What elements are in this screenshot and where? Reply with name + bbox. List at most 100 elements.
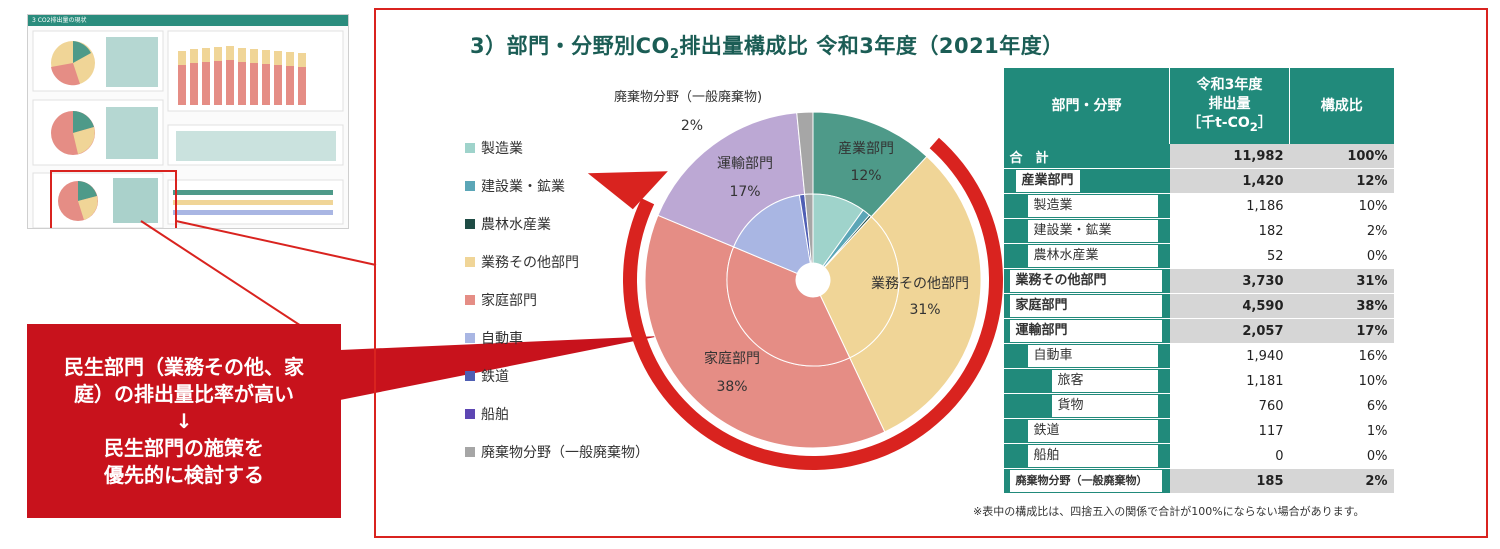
row-label: 貨物 <box>1003 393 1170 419</box>
table-row: 製造業 1,186 10% <box>1003 193 1394 219</box>
slice-pct-industry: 12% <box>850 168 881 184</box>
row-value: 1,181 <box>1169 368 1290 394</box>
header-category-label: 部門・分野 <box>1051 97 1122 114</box>
legend-swatch <box>465 295 475 305</box>
legend-label: 船舶 <box>481 407 509 423</box>
legend-item: 農林水産業 <box>465 214 551 234</box>
legend-item: 鉄道 <box>465 366 509 386</box>
row-label: 廃棄物分野（一般廃棄物） <box>1003 468 1170 494</box>
row-label-text: 旅客 <box>1051 370 1158 392</box>
row-ratio: 6% <box>1289 393 1394 419</box>
chart-title-subscript: 2 <box>669 47 680 63</box>
header-category: 部門・分野 <box>1003 68 1170 144</box>
row-label: 鉄道 <box>1003 418 1170 444</box>
row-label: 製造業 <box>1003 193 1170 219</box>
callout-line-1: 民生部門（業務その他、家 <box>64 354 304 379</box>
legend-item: 廃棄物分野（一般廃棄物） <box>465 442 649 462</box>
callout-arrow-down: ↓ <box>175 408 193 433</box>
table-row: 運輸部門 2,057 17% <box>1003 318 1394 344</box>
row-label-text: 自動車 <box>1027 345 1158 367</box>
legend-item: 船舶 <box>465 404 509 424</box>
header-unit: ［千t-CO <box>1187 114 1250 131</box>
row-value: 52 <box>1169 243 1290 269</box>
row-value: 1,186 <box>1169 193 1290 219</box>
row-ratio: 10% <box>1289 368 1394 394</box>
row-value: 2,057 <box>1169 318 1290 344</box>
slice-pct-transport: 17% <box>729 184 760 200</box>
legend-label: 鉄道 <box>481 369 509 385</box>
callout-line-4: 優先的に検討する <box>104 462 264 487</box>
detail-frame <box>374 8 1488 538</box>
row-value: 185 <box>1169 468 1290 494</box>
row-ratio: 12% <box>1289 168 1394 194</box>
table-row: 廃棄物分野（一般廃棄物） 185 2% <box>1003 468 1394 494</box>
row-ratio: 2% <box>1289 218 1394 244</box>
header-emissions-line-2: 排出量 <box>1208 95 1251 112</box>
legend-label: 建設業・鉱業 <box>481 179 565 195</box>
row-value: 11,982 <box>1169 144 1290 169</box>
slice-label-transport: 運輸部門 <box>717 156 773 172</box>
table-footnote: ※表中の構成比は、四捨五入の関係で合計が100%にならない場合があります。 <box>973 505 1365 518</box>
emphasis-arrowhead <box>587 171 668 210</box>
row-value: 4,590 <box>1169 293 1290 319</box>
row-label: 運輸部門 <box>1003 318 1170 344</box>
donut-hole <box>796 263 830 297</box>
header-emissions-line-1: 令和3年度 <box>1196 76 1263 93</box>
row-ratio: 10% <box>1289 193 1394 219</box>
row-label-text: 鉄道 <box>1027 420 1158 442</box>
slice-pct-home: 38% <box>716 379 747 395</box>
legend-swatch <box>465 181 475 191</box>
callout-box: 民生部門（業務その他、家 庭）の排出量比率が高い ↓ 民生部門の施策を 優先的に… <box>27 324 341 518</box>
header-unit-end: ］ <box>1257 114 1272 131</box>
legend-swatch <box>465 257 475 267</box>
row-label-text: 廃棄物分野（一般廃棄物） <box>1009 470 1162 492</box>
row-label-text: 貨物 <box>1051 395 1158 417</box>
row-value: 760 <box>1169 393 1290 419</box>
row-label: 合 計 <box>1003 144 1170 169</box>
row-value: 0 <box>1169 443 1290 469</box>
row-value: 182 <box>1169 218 1290 244</box>
legend-label: 家庭部門 <box>481 293 537 309</box>
legend-swatch <box>465 333 475 343</box>
table-row: 貨物 760 6% <box>1003 393 1394 419</box>
row-ratio: 17% <box>1289 318 1394 344</box>
row-ratio: 2% <box>1289 468 1394 494</box>
row-ratio: 0% <box>1289 243 1394 269</box>
row-ratio: 0% <box>1289 443 1394 469</box>
header-ratio: 構成比 <box>1289 68 1394 144</box>
slice-label-home: 家庭部門 <box>704 350 760 367</box>
slice-label-business: 業務その他部門 <box>871 276 969 292</box>
legend-swatch <box>465 447 475 457</box>
table-row: 合 計 11,982 100% <box>1003 144 1394 169</box>
row-label-text: 建設業・鉱業 <box>1027 220 1158 242</box>
header-unit-sub: 2 <box>1249 119 1258 134</box>
row-label: 自動車 <box>1003 343 1170 369</box>
slice-pct-business: 31% <box>909 302 940 318</box>
legend-item: 家庭部門 <box>465 290 537 310</box>
row-label-text: 業務その他部門 <box>1009 270 1162 292</box>
row-ratio: 1% <box>1289 418 1394 444</box>
thumbnail-highlight-box <box>50 170 177 228</box>
legend-swatch <box>465 371 475 381</box>
row-ratio: 31% <box>1289 268 1394 294</box>
callout-line-3: 民生部門の施策を <box>104 435 264 460</box>
row-label-text: 製造業 <box>1027 195 1158 217</box>
row-value: 117 <box>1169 418 1290 444</box>
row-ratio: 38% <box>1289 293 1394 319</box>
legend-swatch <box>465 409 475 419</box>
thumbnail-title: 3 CO2排出量の現状 <box>32 17 87 24</box>
row-label-text: 家庭部門 <box>1009 295 1162 317</box>
legend-label: 業務その他部門 <box>481 255 579 271</box>
chart-title-suffix: 排出量構成比 令和3年度（2021年度） <box>679 34 1064 58</box>
row-ratio: 100% <box>1289 144 1394 169</box>
table-row: 農林水産業 52 0% <box>1003 243 1394 269</box>
table-row: 業務その他部門 3,730 31% <box>1003 268 1394 294</box>
table-row: 船舶 0 0% <box>1003 443 1394 469</box>
legend-swatch <box>465 143 475 153</box>
slice-label-industry: 産業部門 <box>838 141 894 157</box>
emphasis-ring <box>587 137 1004 471</box>
thumbnail-header-bar: 3 CO2排出量の現状 <box>28 15 348 26</box>
row-label: 建設業・鉱業 <box>1003 218 1170 244</box>
thumbnail-content <box>32 30 344 228</box>
